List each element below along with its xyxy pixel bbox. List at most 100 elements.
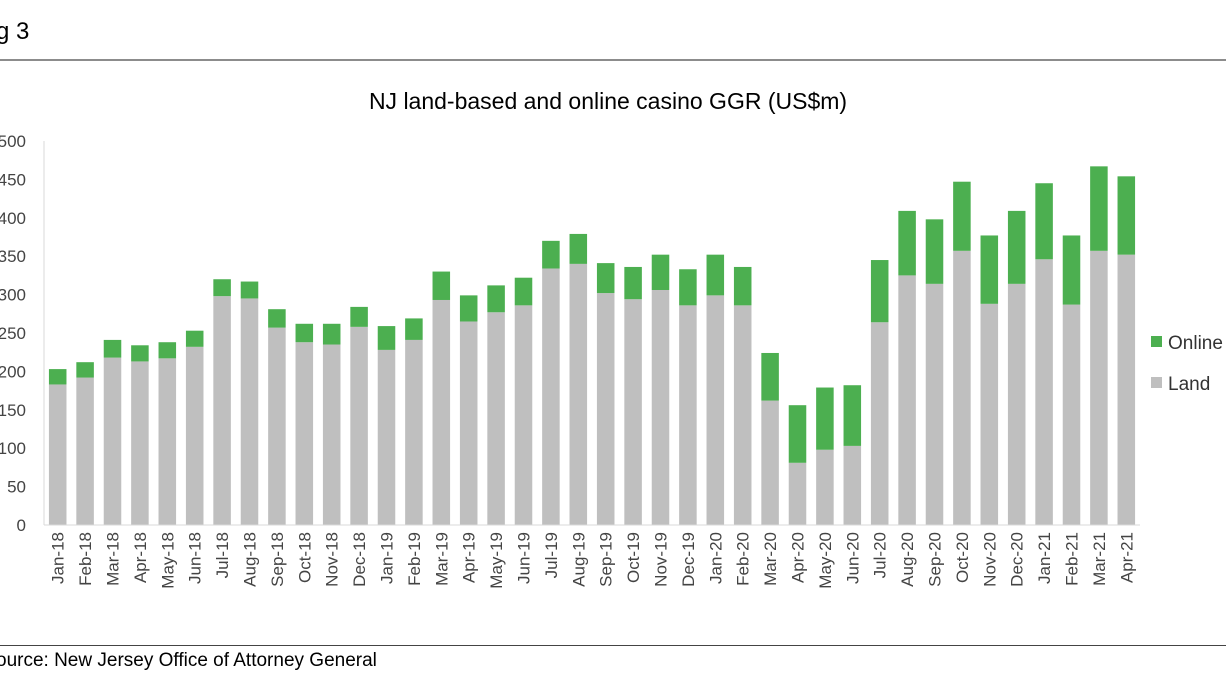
x-tick-label: Aug-19 (569, 532, 588, 587)
x-tick-label: Feb-19 (405, 532, 424, 586)
legend-swatch-online (1151, 336, 1162, 347)
x-tick-label: Apr-18 (131, 532, 150, 583)
x-tick-label: Sep-18 (268, 532, 287, 587)
bar-online (870, 260, 889, 323)
bar-online (48, 369, 67, 385)
bar-online (1035, 183, 1053, 260)
x-tick-label: Sep-20 (926, 532, 945, 587)
bar-land (432, 299, 451, 525)
bar-online (925, 219, 944, 284)
x-tick-label: Mar-20 (761, 532, 780, 586)
bar-online (487, 285, 505, 313)
bar-land (1062, 304, 1081, 525)
bar-land (596, 293, 615, 525)
bar-land (788, 462, 807, 525)
y-tick-label: 0 (17, 516, 26, 535)
x-tick-label: Dec-18 (350, 532, 369, 587)
bar-land (761, 400, 779, 525)
x-tick-label: Jul-19 (542, 532, 561, 578)
x-tick-label: Mar-18 (104, 532, 123, 586)
y-tick-label: 500 (0, 132, 26, 151)
bar-land (953, 250, 971, 525)
y-tick-label: 100 (0, 439, 26, 458)
bar-online (706, 254, 725, 296)
x-tick-label: May-18 (158, 532, 177, 589)
bar-online (953, 181, 971, 251)
legend-swatch-land (1151, 377, 1162, 388)
y-tick-label: 450 (0, 170, 26, 189)
x-tick-label: Apr-20 (789, 532, 808, 583)
bar-online (733, 266, 752, 306)
x-tick-label: Aug-20 (898, 532, 917, 587)
casino-ggr-chart: NJ land-based and online casino GGR (US$… (0, 88, 1223, 589)
bar-online (679, 269, 697, 306)
bar-land (322, 344, 341, 525)
bar-online (569, 233, 588, 264)
y-tick-label: 200 (0, 362, 26, 381)
y-tick-label: 150 (0, 401, 26, 420)
x-tick-label: Oct-20 (953, 532, 972, 583)
bar-online (651, 254, 670, 290)
bar-land (131, 361, 149, 525)
bar-land (816, 449, 834, 525)
top-rule (0, 59, 1226, 61)
bar-land (1007, 283, 1026, 525)
bar-land (1117, 254, 1136, 525)
bar-online (1062, 235, 1081, 305)
bar-online (1007, 210, 1026, 284)
x-tick-label: Mar-19 (432, 532, 451, 586)
bar-land (103, 357, 122, 525)
bar-online (295, 323, 314, 343)
bar-land (268, 327, 286, 525)
x-tick-label: Apr-19 (460, 532, 479, 583)
bar-online (624, 266, 642, 300)
bar-online (103, 339, 122, 358)
bar-online (1090, 166, 1108, 251)
bar-online (240, 281, 259, 299)
bar-online (131, 345, 149, 362)
bar-online (350, 306, 368, 327)
y-tick-label: 350 (0, 247, 26, 266)
bar-land (706, 295, 725, 525)
bar-land (925, 283, 944, 525)
bar-online (459, 295, 478, 322)
bar-land (405, 339, 423, 525)
bar-online (377, 326, 396, 350)
y-axis: 0 50 100 150 200 250 300 350 400 450 500 (0, 132, 45, 535)
x-tick-label: Jul-18 (213, 532, 232, 578)
bar-land (1090, 250, 1108, 525)
bar-online (322, 323, 341, 345)
bar-land (843, 445, 862, 525)
x-axis: Jan-18 Feb-18 Mar-18 Apr-18 May-18 Jun-18 Jul-… (44, 524, 1140, 589)
x-tick-label: Oct-18 (295, 532, 314, 583)
bar-online (432, 271, 451, 300)
bar-land (240, 298, 259, 525)
bar-land (569, 263, 588, 525)
x-tick-label: Jan-20 (706, 532, 725, 584)
figure-label: g 3 (0, 18, 30, 45)
bar-land (651, 289, 670, 525)
x-tick-label: Dec-19 (679, 532, 698, 587)
bar-land (542, 268, 560, 525)
bar-land (1035, 259, 1053, 525)
x-tick-label: Jul-20 (871, 532, 890, 578)
bar-land (870, 322, 889, 525)
bar-online (213, 279, 231, 297)
bar-online (542, 240, 560, 269)
bar-online (788, 405, 807, 463)
bar-online (980, 235, 999, 304)
bar-land (213, 296, 231, 525)
bar-land (980, 303, 999, 525)
y-tick-label: 50 (7, 478, 26, 497)
x-tick-label: Nov-18 (323, 532, 342, 587)
x-tick-label: May-20 (816, 532, 835, 589)
x-tick-label: Jun-18 (186, 532, 205, 584)
x-tick-label: Jun-20 (843, 532, 862, 584)
x-tick-label: Jan-18 (49, 532, 68, 584)
bar-land (487, 312, 505, 525)
legend-label-land: Land (1168, 374, 1210, 395)
bar-land (76, 377, 94, 525)
bars (48, 166, 1136, 525)
x-tick-label: Apr-21 (1117, 532, 1136, 583)
bar-online (898, 210, 916, 276)
